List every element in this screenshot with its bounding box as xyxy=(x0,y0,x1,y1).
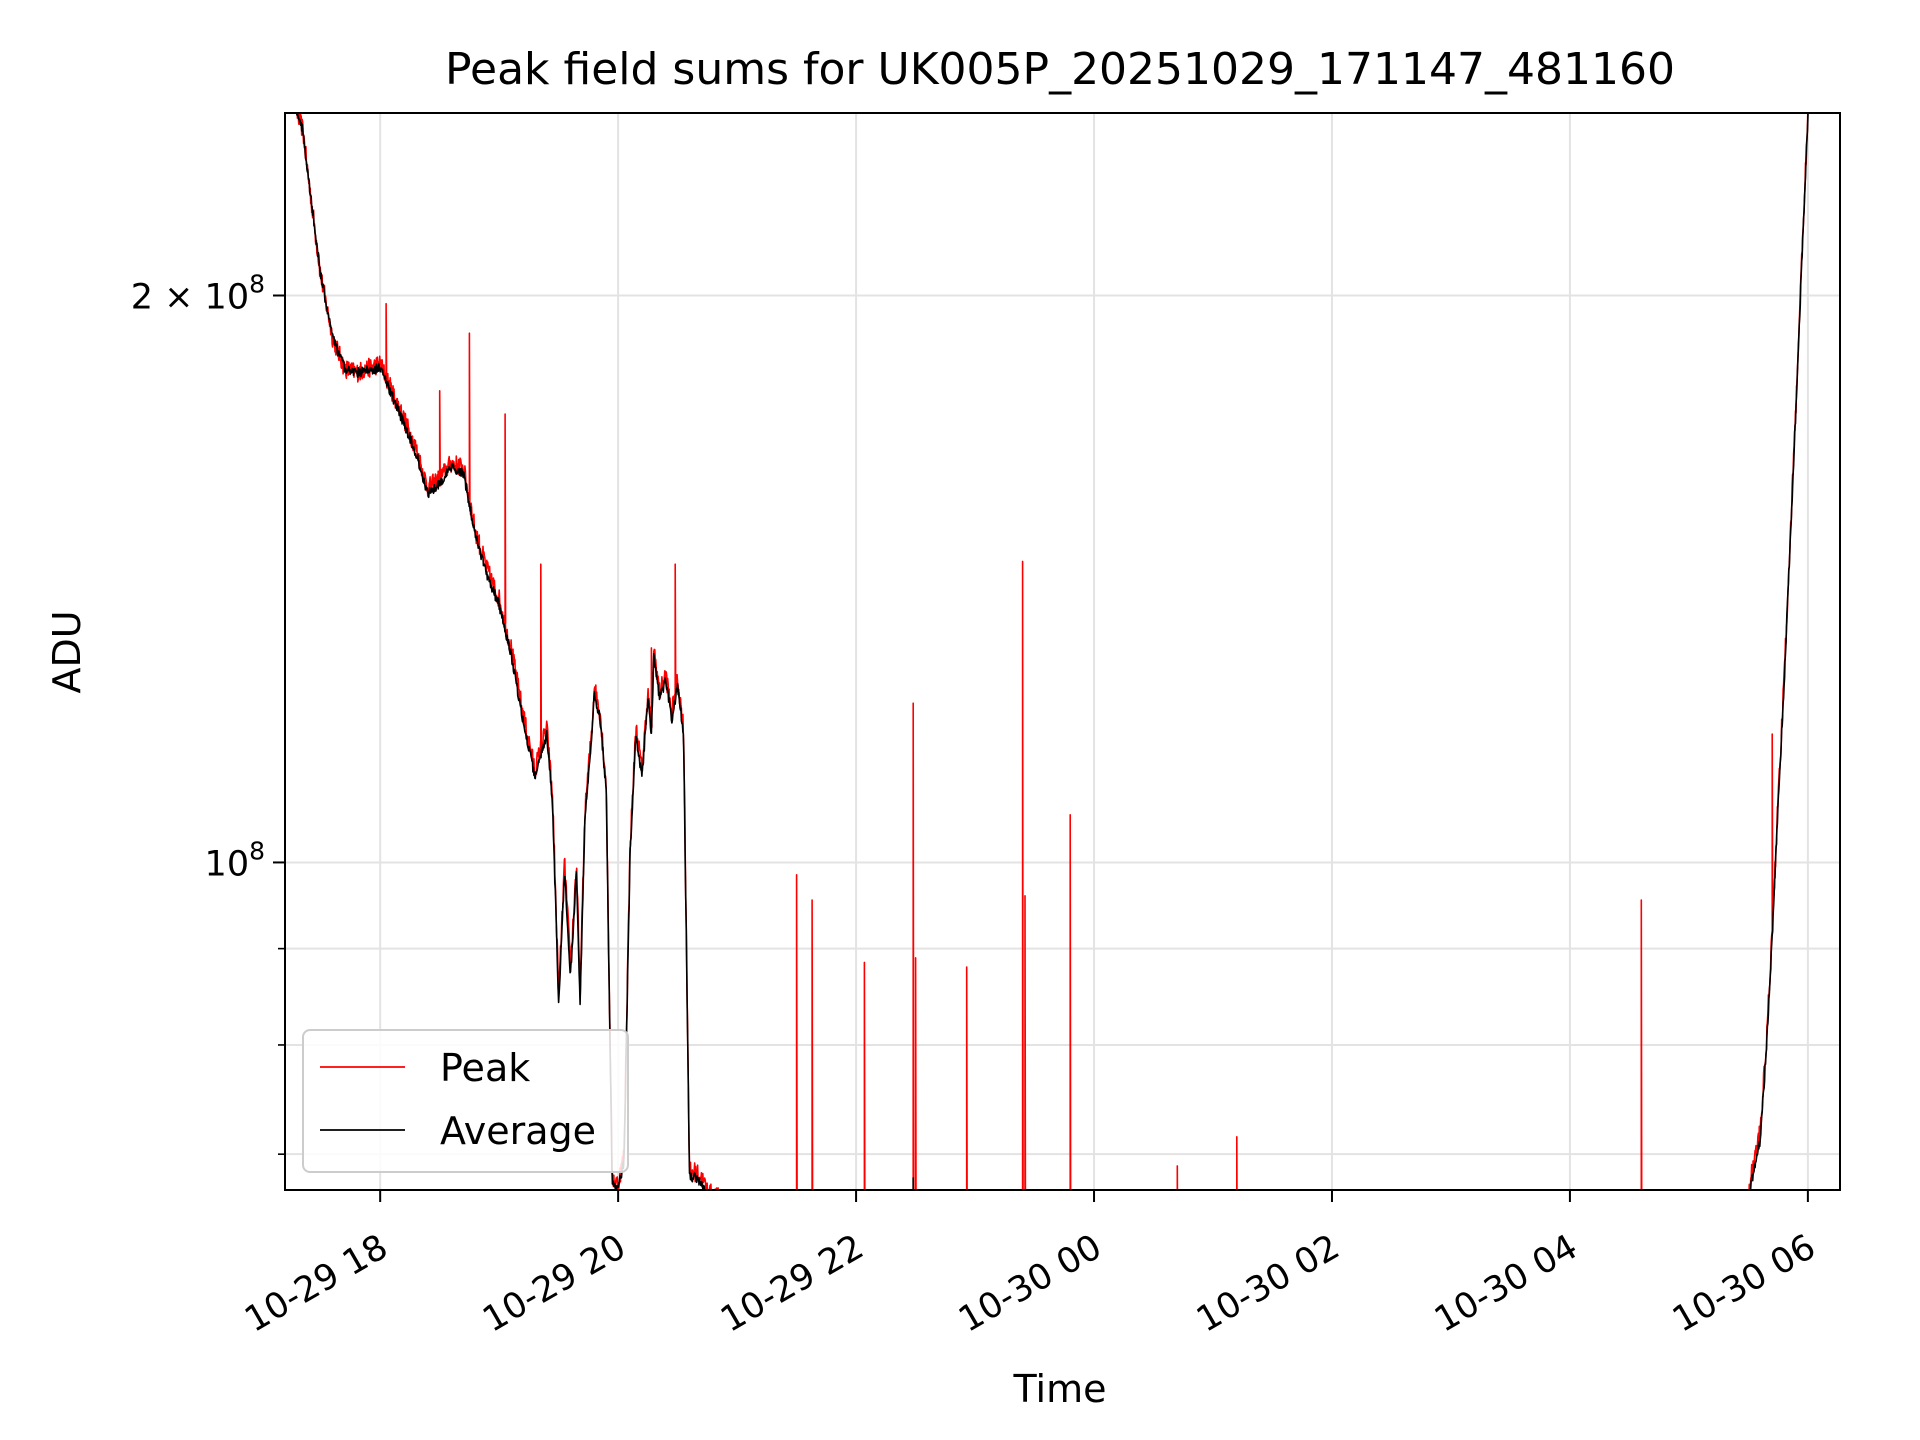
x-tick-label: 10-30 02 xyxy=(1190,1227,1346,1340)
y-tick-label-base: 2 × 10 xyxy=(131,278,249,318)
x-tick-label: 10-30 00 xyxy=(952,1227,1108,1340)
x-axis: 10-29 18 10-29 20 10-29 22 10-30 00 10-30 02… xyxy=(238,1190,1822,1340)
legend-average-label: Average xyxy=(440,1109,596,1153)
y-tick-label-exponent: 8 xyxy=(249,836,265,865)
grid xyxy=(285,113,1840,1190)
chart-title: Peak field sums for UK005P_20251029_1711… xyxy=(445,44,1675,95)
y-tick-label-exponent: 8 xyxy=(249,270,265,299)
legend-box xyxy=(302,1029,629,1173)
legend-peak-label: Peak xyxy=(440,1046,530,1090)
x-tick-label: 10-29 18 xyxy=(238,1227,394,1340)
y-tick-label: 2 × 108 xyxy=(131,270,265,318)
x-tick-label: 10-29 20 xyxy=(476,1227,632,1340)
x-tick-label: 10-30 06 xyxy=(1666,1227,1822,1340)
series-average-line xyxy=(295,113,1809,1190)
series-layer xyxy=(295,113,1809,1190)
x-tick-label: 10-30 04 xyxy=(1428,1227,1584,1340)
x-axis-label: Time xyxy=(1013,1367,1107,1411)
legend: Peak Average xyxy=(302,1029,629,1173)
plot-frame xyxy=(284,112,1841,1191)
x-tick-label: 10-29 22 xyxy=(714,1227,870,1340)
y-tick-label-base: 10 xyxy=(205,844,250,884)
y-tick-label: 108 xyxy=(205,836,265,884)
y-axis-label: ADU xyxy=(45,610,89,693)
